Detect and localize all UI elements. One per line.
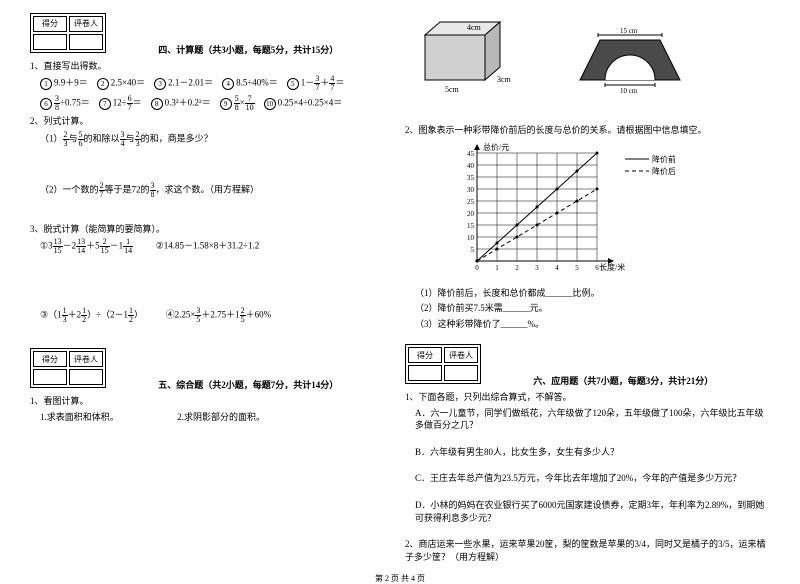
svg-text:总价/元: 总价/元 [483,142,509,152]
cube-d-label: 3cm [497,75,512,84]
q4-3-stem: 3、脱式计算（能简算的要简算）。 [30,223,395,236]
svg-text:40: 40 [467,162,475,170]
svg-text:5: 5 [575,264,579,272]
svg-text:20: 20 [467,210,475,218]
price-chart: 012345651015202530354045总价/元长度/米降价前降价后 [445,141,770,283]
left-column: 得分评卷人 四、计算题（共3小题，每题5分，共计15分） 1、直接写出得数。 1… [30,10,395,566]
q6-2: 2、商店运来一些水果，运来苹果20筐，梨的筐数是苹果的3/4，同时又是橘子的3/… [405,538,770,563]
score-box-6: 得分评卷人 [405,344,481,384]
score-label: 得分 [33,16,67,32]
q4-1-stem: 1、直接写出得数。 [30,60,395,73]
section4-header-row: 得分评卷人 四、计算题（共3小题，每题5分，共计15分） [30,13,395,57]
q4-2-stem: 2、列式计算。 [30,115,395,128]
section6-title: 六、应用题（共7小题，每题3分，共计21分） [533,376,713,386]
right-column: 4cm 3cm 5cm 15 cm 10 cm 2、图象表示一种彩带降价前后的长… [405,10,770,566]
q6-1-d: D．小林的妈妈在农业银行买了6000元国家建设债券，定期3年，年利率为2.89%… [415,499,770,524]
svg-text:25: 25 [467,198,475,206]
score-box-5: 得分评卷人 [30,348,106,388]
q5-2-3: （3）这种彩带降价了______%。 [415,318,770,331]
q6-1-c: C．王庄去年总产值为23.5万元，今年比去年增加了20%，今年的产值是多少万元？ [415,472,770,485]
svg-text:3: 3 [535,264,539,272]
q4-2-1: （1）23与56的和除以34与23的和，商是多少？ [40,131,395,148]
svg-text:2: 2 [515,264,519,272]
trap-arc-label: 10 cm [620,87,638,95]
cube-h-label: 4cm [467,23,482,32]
q5-2-2: （2）降价前买7.5米需______元。 [415,302,770,315]
section5-title: 五、综合题（共2小题，每题7分，共计14分） [158,380,338,390]
reviewer-label: 评卷人 [69,16,103,32]
svg-text:1: 1 [495,264,499,272]
svg-text:30: 30 [467,186,475,194]
score-box: 得分评卷人 [30,13,106,53]
trap-top-label: 15 cm [620,27,638,35]
trapezoid-figure: 15 cm 10 cm [565,25,695,95]
q4-3-row1: ①31315－21314＋5215－1114 ②14.85－1.58×8＋31.… [40,238,395,255]
q5-1-sub: 1.求表面积和体积。 2.求阴影部分的面积。 [40,411,395,424]
svg-text:4: 4 [555,264,559,272]
page-footer: 第 2 页 共 4 页 [0,573,800,584]
svg-text:10: 10 [467,234,475,242]
svg-text:45: 45 [467,150,475,158]
q4-1-row2: 638÷0.75＝ 712÷67＝ 80.3²＋0.2²＝ 958×710 10… [40,95,395,112]
figures-row: 4cm 3cm 5cm 15 cm 10 cm [405,10,770,95]
cube-w-label: 5cm [445,85,460,94]
page: 得分评卷人 四、计算题（共3小题，每题5分，共计15分） 1、直接写出得数。 1… [0,0,800,571]
q4-3-row2: ③（113＋212）÷（2－112） ④2.25×35＋2.75＋125＋60% [40,307,395,324]
svg-text:降价后: 降价后 [652,166,675,176]
svg-text:0: 0 [475,264,479,272]
q4-1-row1: 19.9＋9＝ 22.5×40＝ 32.1－2.01＝ 48.5÷40%＝ 51… [40,75,395,92]
q5-2-1: （1）降价前后，长度和总价都成______比例。 [415,287,770,300]
section6-header-row: 得分评卷人 六、应用题（共7小题，每题3分，共计21分） [405,344,770,388]
svg-text:15: 15 [467,222,475,230]
svg-text:5: 5 [471,246,475,254]
section5-header-row: 得分评卷人 五、综合题（共2小题，每题7分，共计14分） [30,348,395,392]
cube-figure: 4cm 3cm 5cm [405,10,525,95]
q5-1-stem: 1、看图计算。 [30,395,395,408]
q6-1-a: A．六一儿童节，同学们做纸花，六年级做了120朵，五年级做了100朵，六年级比五… [415,407,770,432]
svg-text:35: 35 [467,174,475,182]
q6-1-b: B．六年级有男生80人，比女生多，女生有多少人？ [415,446,770,459]
section4-title: 四、计算题（共3小题，每题5分，共计15分） [158,45,338,55]
svg-text:长度/米: 长度/米 [599,262,625,272]
q4-2-2: （2）一个数的27等于是72的38，求这个数。（用方程解） [40,182,395,199]
q5-2-stem: 2、图象表示一种彩带降价前后的长度与总价的关系。请根据图中信息填空。 [405,124,770,137]
q6-1-stem: 1、下面各题，只列出综合算式，不解答。 [405,391,770,404]
svg-text:降价前: 降价前 [652,154,675,164]
